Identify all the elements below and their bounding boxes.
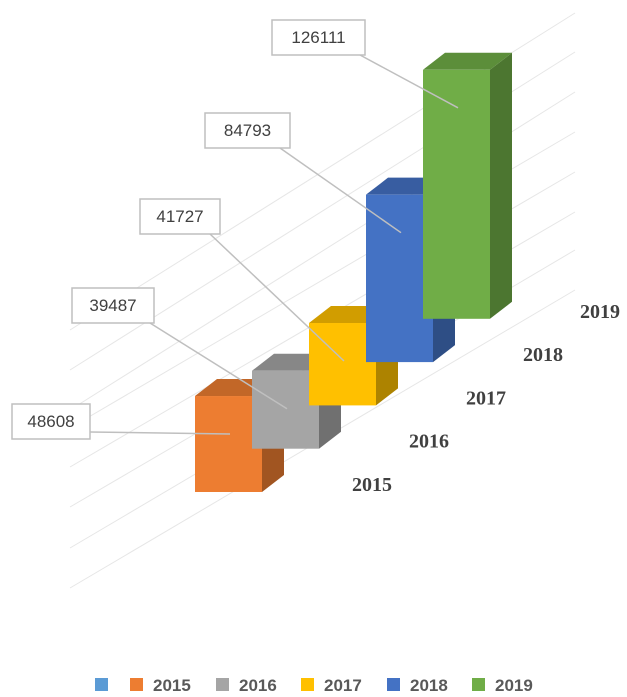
- category-label: 2019: [580, 301, 620, 323]
- legend-swatch: [216, 678, 229, 691]
- legend-swatch: [387, 678, 400, 691]
- data-label: 41727: [156, 207, 203, 226]
- bar: [309, 323, 376, 406]
- category-label: 2018: [523, 344, 563, 366]
- data-label: 84793: [224, 121, 271, 140]
- data-label: 39487: [89, 296, 136, 315]
- data-label-box: [271, 19, 366, 56]
- bar-side: [490, 52, 512, 319]
- leader-line: [279, 147, 402, 234]
- data-label-box: [139, 198, 221, 235]
- data-label-box: [204, 112, 291, 149]
- legend-swatch: [130, 678, 143, 691]
- legend-label: 2019: [495, 676, 533, 695]
- category-label: 2016: [409, 431, 449, 453]
- data-label: 126111: [291, 28, 345, 47]
- bar: [252, 370, 319, 449]
- leader-line: [359, 54, 459, 109]
- bar: [366, 194, 433, 363]
- leader-line: [209, 233, 345, 362]
- legend-swatch: [95, 678, 108, 691]
- legend-swatch: [472, 678, 485, 691]
- legend-swatch: [301, 678, 314, 691]
- data-label: 48608: [27, 412, 74, 431]
- bar: [195, 396, 262, 492]
- leader-line: [89, 431, 231, 435]
- legend-label: 2015: [153, 676, 191, 695]
- category-label: 2015: [352, 474, 392, 496]
- leader-line: [149, 322, 288, 410]
- data-label-box: [71, 287, 155, 324]
- bar: [423, 69, 490, 319]
- legend-label: 2018: [410, 676, 448, 695]
- data-label-box: [11, 403, 91, 440]
- bar-top: [423, 52, 512, 70]
- category-label: 2017: [466, 387, 506, 409]
- legend-label: 2016: [239, 676, 277, 695]
- legend-label: 2017: [324, 676, 362, 695]
